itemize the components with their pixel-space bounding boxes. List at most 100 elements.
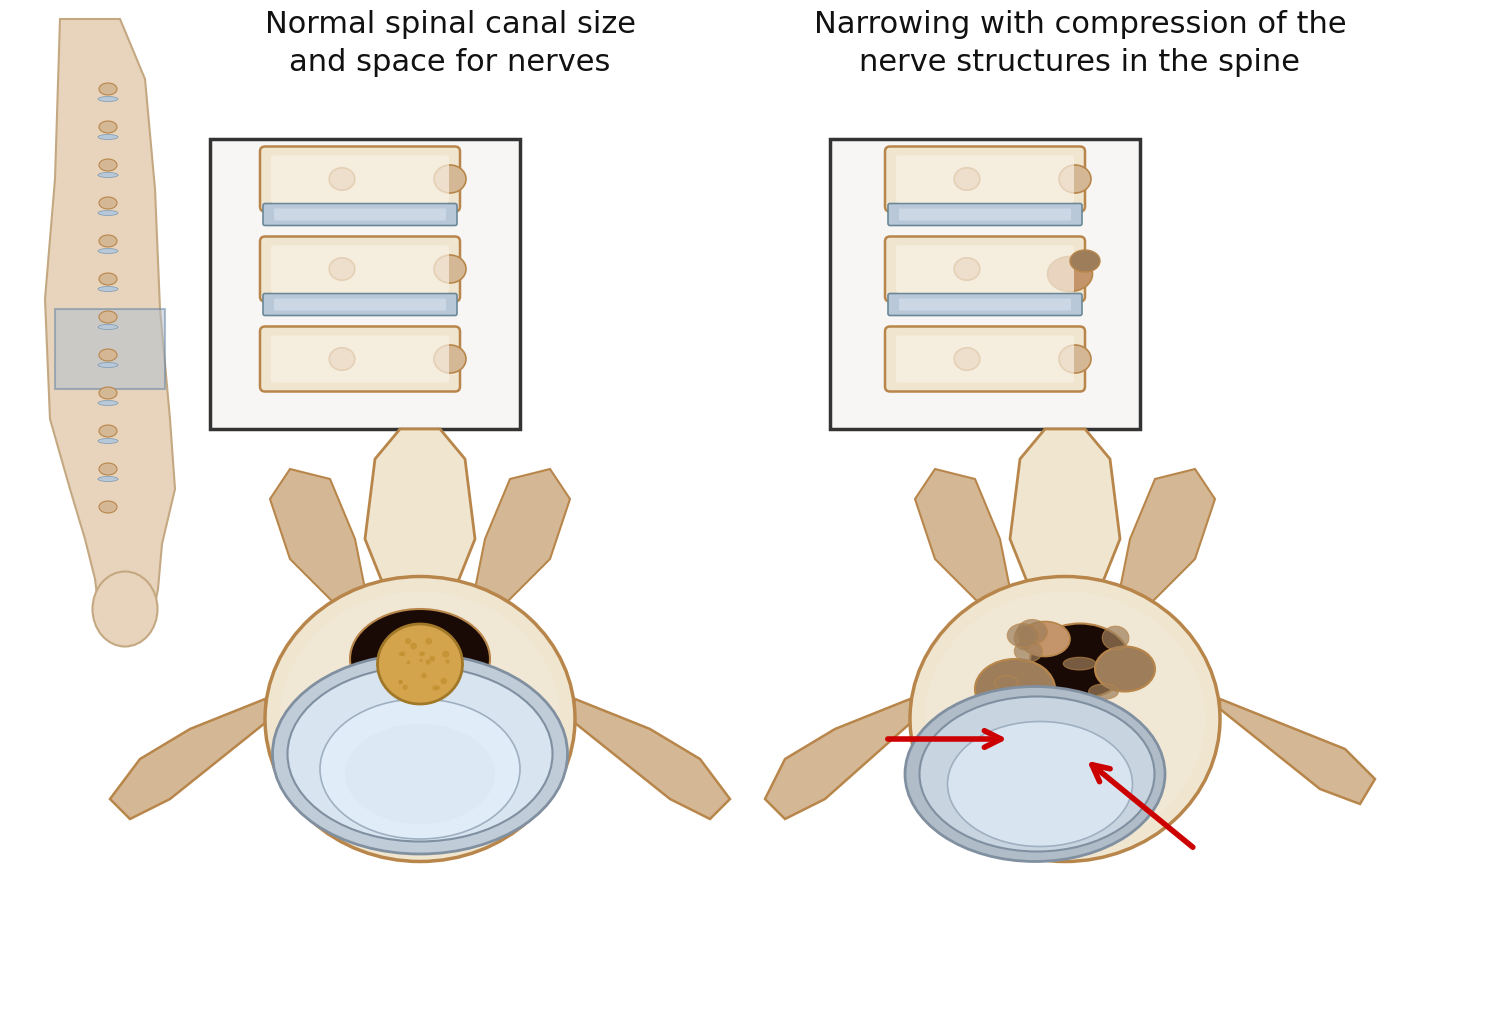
Ellipse shape (1095, 647, 1155, 692)
FancyBboxPatch shape (274, 300, 446, 311)
Ellipse shape (99, 274, 117, 285)
Ellipse shape (910, 577, 1220, 862)
Ellipse shape (1070, 251, 1100, 273)
Ellipse shape (406, 661, 411, 664)
Ellipse shape (280, 592, 560, 847)
Ellipse shape (99, 122, 117, 133)
Ellipse shape (441, 679, 447, 685)
Ellipse shape (288, 666, 552, 842)
Ellipse shape (994, 676, 1018, 691)
Ellipse shape (1047, 257, 1092, 292)
Ellipse shape (320, 699, 520, 840)
Ellipse shape (1064, 657, 1096, 671)
Ellipse shape (378, 625, 462, 704)
FancyBboxPatch shape (260, 237, 460, 303)
FancyBboxPatch shape (274, 209, 446, 221)
Ellipse shape (99, 464, 117, 476)
Ellipse shape (402, 685, 408, 690)
FancyBboxPatch shape (260, 327, 460, 392)
Polygon shape (110, 699, 270, 819)
Ellipse shape (442, 651, 450, 658)
Ellipse shape (426, 660, 430, 665)
FancyBboxPatch shape (272, 156, 448, 204)
Ellipse shape (98, 325, 118, 330)
Ellipse shape (345, 725, 495, 824)
Ellipse shape (904, 687, 1166, 862)
Ellipse shape (399, 680, 402, 684)
FancyBboxPatch shape (56, 310, 165, 389)
FancyBboxPatch shape (898, 209, 1071, 221)
Ellipse shape (433, 256, 466, 283)
Ellipse shape (420, 659, 423, 662)
Polygon shape (570, 699, 730, 819)
Ellipse shape (948, 721, 1132, 847)
Ellipse shape (98, 439, 118, 444)
Polygon shape (476, 470, 570, 609)
Ellipse shape (399, 681, 404, 685)
Ellipse shape (1059, 345, 1090, 374)
Polygon shape (1220, 699, 1376, 804)
FancyBboxPatch shape (262, 204, 458, 226)
Polygon shape (270, 470, 364, 609)
FancyBboxPatch shape (272, 247, 448, 293)
Ellipse shape (954, 168, 980, 191)
Ellipse shape (920, 697, 1155, 852)
FancyBboxPatch shape (262, 294, 458, 316)
Ellipse shape (400, 652, 405, 656)
FancyBboxPatch shape (885, 237, 1084, 303)
Ellipse shape (98, 173, 118, 178)
Ellipse shape (1030, 624, 1130, 699)
Ellipse shape (433, 345, 466, 374)
Polygon shape (45, 20, 176, 639)
FancyBboxPatch shape (885, 327, 1084, 392)
Polygon shape (915, 470, 1010, 609)
FancyBboxPatch shape (896, 156, 1074, 204)
Ellipse shape (926, 592, 1204, 847)
Text: Narrowing with compression of the
nerve structures in the spine: Narrowing with compression of the nerve … (813, 10, 1347, 77)
Ellipse shape (350, 609, 490, 709)
Ellipse shape (422, 674, 426, 679)
Ellipse shape (273, 654, 567, 854)
Ellipse shape (410, 643, 417, 650)
Ellipse shape (266, 577, 574, 862)
Ellipse shape (99, 160, 117, 172)
Ellipse shape (98, 287, 118, 292)
Ellipse shape (422, 652, 424, 656)
Ellipse shape (98, 211, 118, 216)
Ellipse shape (98, 136, 118, 141)
Ellipse shape (99, 235, 117, 248)
Ellipse shape (954, 259, 980, 281)
Ellipse shape (975, 659, 1054, 719)
Ellipse shape (429, 656, 435, 662)
FancyBboxPatch shape (896, 247, 1074, 293)
FancyBboxPatch shape (210, 140, 520, 430)
Ellipse shape (1102, 627, 1130, 650)
FancyBboxPatch shape (830, 140, 1140, 430)
Ellipse shape (98, 401, 118, 407)
Ellipse shape (99, 312, 117, 324)
Ellipse shape (954, 348, 980, 371)
Ellipse shape (99, 198, 117, 210)
Ellipse shape (328, 259, 356, 281)
FancyBboxPatch shape (885, 148, 1084, 212)
Ellipse shape (1020, 622, 1070, 657)
Ellipse shape (1059, 166, 1090, 194)
Ellipse shape (426, 638, 432, 645)
FancyBboxPatch shape (260, 148, 460, 212)
FancyBboxPatch shape (272, 336, 448, 383)
Ellipse shape (399, 652, 404, 656)
Ellipse shape (93, 572, 158, 647)
Ellipse shape (328, 348, 356, 371)
Ellipse shape (433, 166, 466, 194)
Ellipse shape (328, 168, 356, 191)
Polygon shape (364, 430, 476, 589)
Ellipse shape (432, 686, 438, 691)
Ellipse shape (1007, 624, 1038, 647)
Ellipse shape (405, 639, 411, 644)
Polygon shape (1120, 470, 1215, 609)
Ellipse shape (99, 84, 117, 96)
Polygon shape (1010, 430, 1120, 589)
Ellipse shape (1089, 685, 1119, 700)
Ellipse shape (1017, 620, 1047, 645)
Ellipse shape (98, 477, 118, 482)
